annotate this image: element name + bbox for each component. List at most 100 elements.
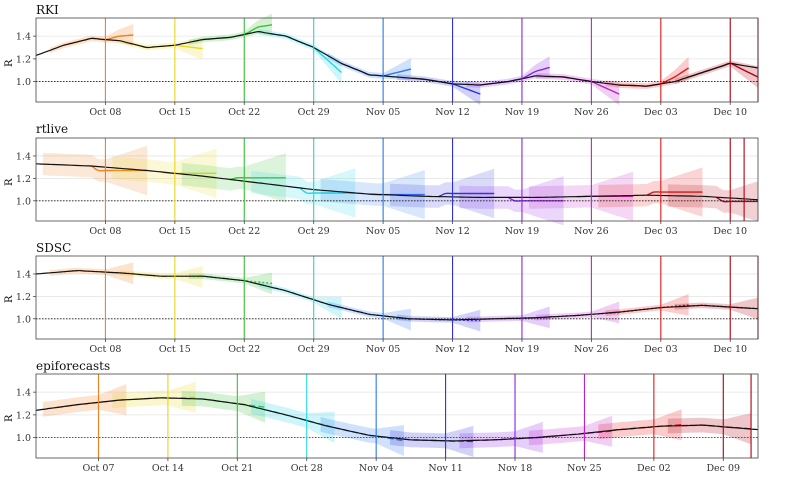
x-tick-label: Dec 10 bbox=[713, 107, 747, 118]
y-axis-label: R bbox=[4, 59, 15, 67]
forecast-band bbox=[674, 297, 758, 320]
x-tick-label: Dec 09 bbox=[706, 463, 740, 474]
x-tick-label: Nov 05 bbox=[366, 344, 401, 355]
x-tick-label: Dec 10 bbox=[713, 344, 747, 355]
forecast-band bbox=[181, 153, 286, 203]
x-tick-label: Nov 05 bbox=[366, 226, 401, 237]
panel-title: epiforecasts bbox=[36, 359, 110, 373]
forecast-band bbox=[119, 37, 203, 60]
forecast-band bbox=[49, 262, 134, 285]
x-tick-label: Oct 29 bbox=[298, 107, 330, 118]
plot-frame bbox=[35, 373, 759, 459]
x-tick-label: Nov 25 bbox=[567, 463, 602, 474]
y-tick-label: 1.2 bbox=[16, 54, 31, 65]
forecast-band bbox=[667, 413, 752, 445]
x-tick-label: Oct 29 bbox=[298, 226, 330, 237]
x-tick-label: Oct 07 bbox=[82, 463, 114, 474]
forecast-band bbox=[42, 145, 148, 196]
x-tick-label: Dec 02 bbox=[637, 463, 671, 474]
forecast-band bbox=[459, 176, 564, 226]
forecast-band bbox=[390, 168, 495, 219]
x-tick-label: Oct 28 bbox=[291, 463, 323, 474]
x-tick-label: Nov 05 bbox=[366, 107, 401, 118]
x-tick-label: Nov 19 bbox=[505, 344, 540, 355]
x-tick-label: Oct 15 bbox=[159, 226, 191, 237]
forecast-band bbox=[390, 425, 474, 457]
forecast-band bbox=[251, 399, 335, 443]
forecast-median-line bbox=[299, 187, 356, 195]
x-tick-label: Dec 03 bbox=[644, 107, 678, 118]
forecast-band bbox=[598, 409, 682, 441]
y-tick-label: 1.2 bbox=[16, 410, 31, 421]
y-tick-label: 1.2 bbox=[16, 174, 31, 185]
x-tick-label: Nov 26 bbox=[574, 107, 609, 118]
x-tick-label: Oct 08 bbox=[89, 344, 121, 355]
panel-sdsc: SDSC R 1.0 1.2 1.4 Oct 08 Oct 15 Oct 22 Oct 29… bbox=[4, 241, 759, 355]
y-tick-label: 1.4 bbox=[16, 388, 31, 399]
y-tick-label: 1.2 bbox=[16, 292, 31, 303]
x-tick-label: Nov 04 bbox=[359, 463, 394, 474]
forecast-band bbox=[258, 281, 342, 319]
x-tick-label: Dec 03 bbox=[644, 344, 678, 355]
panel-title: RKI bbox=[36, 3, 59, 17]
x-tick-label: Oct 29 bbox=[298, 344, 330, 355]
forecast-band bbox=[327, 52, 411, 81]
forecast-median-line bbox=[438, 192, 495, 198]
forecast-band bbox=[188, 272, 272, 295]
x-tick-label: Oct 15 bbox=[159, 344, 191, 355]
forecast-median-line bbox=[91, 165, 148, 172]
forecast-band bbox=[466, 56, 550, 88]
forecast-band bbox=[119, 266, 203, 288]
x-tick-label: Nov 12 bbox=[435, 344, 470, 355]
x-tick-label: Nov 12 bbox=[435, 226, 470, 237]
forecast-band bbox=[605, 56, 689, 89]
forecast-band bbox=[466, 306, 550, 329]
y-tick-label: 1.4 bbox=[16, 151, 31, 162]
forecast-median-line bbox=[715, 196, 758, 203]
forecast-median-line bbox=[646, 191, 703, 196]
y-tick-label: 1.4 bbox=[16, 32, 31, 43]
x-tick-label: Oct 14 bbox=[152, 463, 184, 474]
x-tick-label: Oct 22 bbox=[228, 107, 260, 118]
x-tick-label: Oct 08 bbox=[89, 107, 121, 118]
plot-frame bbox=[35, 255, 759, 340]
x-tick-label: Nov 18 bbox=[498, 463, 533, 474]
forecast-band bbox=[188, 13, 272, 46]
y-axis-label: R bbox=[4, 178, 15, 186]
forecast-band bbox=[605, 294, 689, 316]
forecast-band bbox=[667, 181, 758, 222]
plot-frame bbox=[35, 137, 759, 222]
y-tick-label: 1.0 bbox=[16, 196, 31, 207]
forecast-band bbox=[528, 415, 613, 447]
forecast-median-line bbox=[230, 176, 286, 181]
forecast-band bbox=[112, 381, 196, 413]
forecast-band bbox=[535, 301, 620, 324]
forecast-band bbox=[397, 309, 481, 332]
truth-line bbox=[35, 163, 759, 201]
forecast-band bbox=[251, 168, 356, 218]
forecast-median-line bbox=[202, 275, 273, 285]
forecast-band bbox=[535, 73, 620, 106]
x-tick-label: Nov 19 bbox=[505, 107, 540, 118]
x-tick-label: Oct 21 bbox=[221, 463, 253, 474]
forecast-band bbox=[42, 384, 127, 417]
x-tick-label: Dec 10 bbox=[713, 226, 747, 237]
x-tick-label: Oct 22 bbox=[228, 344, 260, 355]
y-tick-label: 1.0 bbox=[16, 433, 31, 444]
x-tick-label: Oct 08 bbox=[89, 226, 121, 237]
y-tick-label: 1.4 bbox=[16, 269, 31, 280]
panel-title: SDSC bbox=[36, 241, 71, 255]
y-axis-label: R bbox=[4, 295, 15, 303]
y-axis-label: R bbox=[4, 414, 15, 422]
panel-epiforecasts: epiforecasts R 1.0 1.2 1.4 Oct 07 Oct 14 Oct … bbox=[4, 359, 759, 474]
x-tick-label: Nov 12 bbox=[435, 107, 470, 118]
x-tick-label: Nov 26 bbox=[574, 226, 609, 237]
truth-line bbox=[35, 30, 759, 87]
y-tick-label: 1.0 bbox=[16, 77, 31, 88]
forecast-band bbox=[598, 167, 703, 217]
panel-title: rtlive bbox=[36, 122, 68, 136]
x-tick-label: Oct 22 bbox=[228, 226, 260, 237]
forecast-band bbox=[327, 301, 411, 331]
forecast-median-line bbox=[619, 304, 689, 313]
